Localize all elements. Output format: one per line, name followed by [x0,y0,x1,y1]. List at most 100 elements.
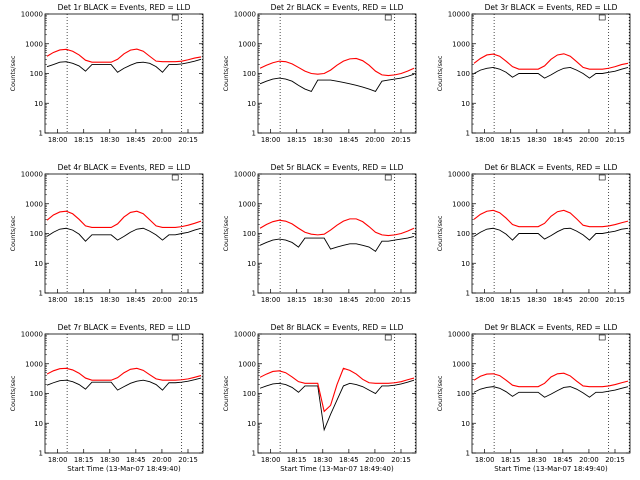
panel-title: Det 8r BLACK = Events, RED = LLD [271,323,404,332]
y-tick-label: 10 [247,420,256,428]
x-tick-label: 20:00 [579,296,599,304]
x-tick-label: 18:45 [126,296,146,304]
x-tick-label: 18:30 [100,136,120,144]
x-tick-label: 20:15 [391,296,411,304]
x-tick-label: 18:15 [74,456,94,464]
y-tick-label: 1000 [452,40,470,48]
y-tick-label: 10000 [21,331,43,339]
series-line-lld [473,372,629,388]
x-tick-label: 18:00 [48,136,68,144]
x-tick-label: 18:30 [527,136,547,144]
x-tick-label: 18:00 [475,456,495,464]
y-tick-label: 10 [461,420,470,428]
detector-panel-6: Det 6r BLACK = Events, RED = LLD 1 10 100 10… [436,163,631,304]
x-tick-label: 20:15 [605,136,625,144]
x-tick-label: 18:45 [553,296,573,304]
series-line-lld [46,210,202,228]
y-axis-label: Counts/sec [436,215,444,251]
x-tick-label: 18:45 [339,456,359,464]
y-tick-label: 1000 [452,360,470,368]
y-tick-label: 1000 [25,360,43,368]
y-tick-label: 1000 [25,40,43,48]
detector-panel-1: Det 1r BLACK = Events, RED = LLD 1 10 100 10… [9,3,204,144]
legend-marker [598,334,606,341]
x-tick-label: 18:00 [48,456,68,464]
y-tick-label: 10000 [234,331,256,339]
plot-frame [257,13,417,134]
legend-marker [598,14,606,21]
series-line-events [259,235,415,253]
x-tick-label: 20:00 [365,456,385,464]
y-tick-label: 10 [247,100,256,108]
x-tick-label: 20:15 [391,136,411,144]
y-tick-label: 10000 [448,171,470,179]
detector-panel-5: Det 5r BLACK = Events, RED = LLD 1 10 100 10… [222,163,417,304]
y-tick-label: 1 [39,450,43,458]
y-tick-label: 10 [34,100,43,108]
plot-frame [257,333,417,454]
panel-title: Det 9r BLACK = Events, RED = LLD [485,323,618,332]
x-tick-label: 20:00 [365,136,385,144]
y-tick-label: 1000 [238,40,256,48]
y-tick-label: 100 [30,390,43,398]
x-tick-label: 18:00 [475,296,495,304]
y-tick-label: 10000 [448,331,470,339]
y-tick-label: 1 [39,130,43,138]
x-axis-label: Start Time (13-Mar-07 18:49:40) [494,465,608,473]
series-line-lld [46,48,202,63]
y-tick-label: 10 [461,260,470,268]
y-axis-label: Counts/sec [222,55,230,91]
x-tick-label: 18:15 [74,136,94,144]
y-tick-label: 100 [30,70,43,78]
legend-marker [598,174,606,181]
series-line-events [46,227,202,242]
series-line-events [473,66,629,79]
y-axis-label: Counts/sec [9,55,17,91]
y-tick-label: 1 [466,450,470,458]
x-tick-label: 18:30 [313,296,333,304]
x-tick-label: 18:30 [313,456,333,464]
y-axis-label: Counts/sec [436,375,444,411]
detector-panel-3: Det 3r BLACK = Events, RED = LLD 1 10 100 10… [436,3,631,144]
plot-frame [257,173,417,294]
legend-marker [384,334,392,341]
panel-title: Det 5r BLACK = Events, RED = LLD [271,163,404,172]
x-tick-label: 20:00 [152,296,172,304]
y-tick-label: 100 [243,390,256,398]
x-tick-label: 20:15 [178,456,198,464]
plot-frame [44,173,204,294]
legend-marker [171,14,179,21]
panel-title: Det 6r BLACK = Events, RED = LLD [485,163,618,172]
series-line-events [46,58,202,73]
legend-marker [384,14,392,21]
x-tick-label: 18:15 [501,456,521,464]
detector-panel-2: Det 2r BLACK = Events, RED = LLD 1 10 100 10… [222,3,417,144]
x-tick-label: 20:15 [391,456,411,464]
y-tick-label: 10000 [21,11,43,19]
x-tick-label: 18:30 [527,296,547,304]
x-tick-label: 18:30 [313,136,333,144]
x-tick-label: 20:00 [365,296,385,304]
series-line-lld [259,218,415,237]
x-tick-label: 18:00 [261,296,281,304]
series-line-events [473,386,629,398]
x-tick-label: 18:15 [501,296,521,304]
legend-marker [171,174,179,181]
x-tick-label: 18:30 [527,456,547,464]
legend-marker [384,174,392,181]
plot-frame [44,13,204,134]
x-tick-label: 18:15 [287,456,307,464]
y-tick-label: 1000 [452,200,470,208]
x-tick-label: 18:00 [261,136,281,144]
x-tick-label: 18:45 [553,456,573,464]
x-tick-label: 18:15 [74,296,94,304]
y-tick-label: 100 [243,70,256,78]
x-tick-label: 18:00 [48,296,68,304]
y-tick-label: 1 [252,290,256,298]
x-tick-label: 20:00 [152,456,172,464]
y-tick-label: 10000 [234,11,256,19]
x-tick-label: 18:30 [100,456,120,464]
plot-frame [471,333,631,454]
x-tick-label: 20:00 [152,136,172,144]
